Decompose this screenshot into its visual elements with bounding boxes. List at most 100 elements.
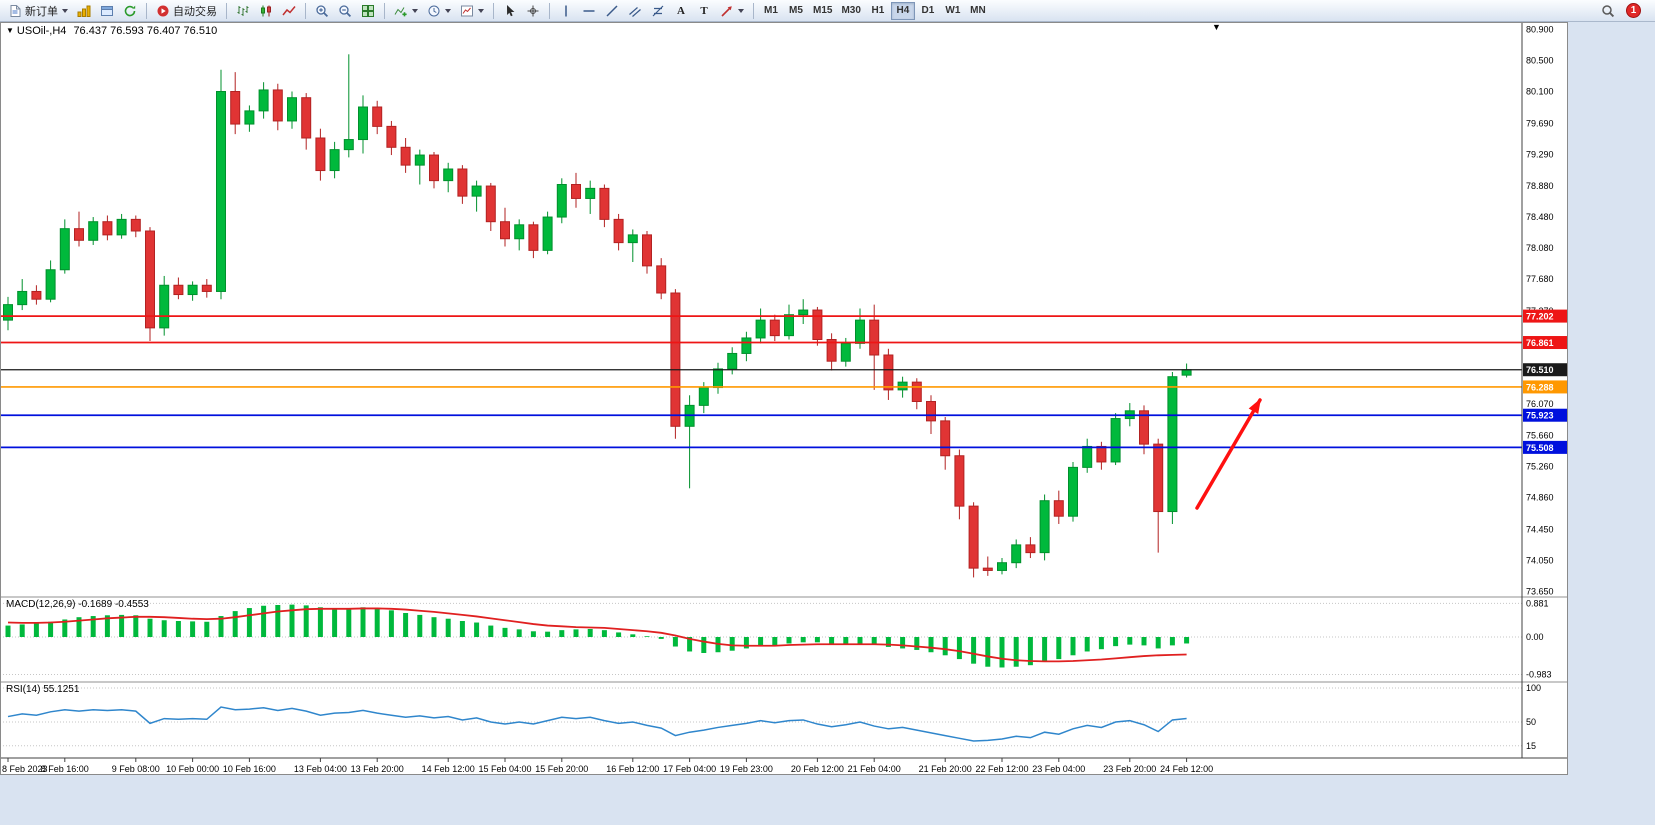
- svg-text:80.100: 80.100: [1526, 87, 1554, 97]
- bar-chart-button[interactable]: [232, 1, 254, 21]
- svg-text:19 Feb 23:00: 19 Feb 23:00: [720, 764, 773, 774]
- svg-text:17 Feb 04:00: 17 Feb 04:00: [663, 764, 716, 774]
- chevron-down-icon: [412, 8, 418, 13]
- notification-badge[interactable]: 1: [1626, 3, 1641, 18]
- line-chart-icon: [282, 5, 296, 15]
- zoom-out-button[interactable]: [334, 1, 356, 21]
- fibonacci-icon: [652, 5, 664, 16]
- timeframe-m15-button[interactable]: M15: [809, 2, 836, 20]
- svg-text:23 Feb 04:00: 23 Feb 04:00: [1032, 764, 1085, 774]
- timeframe-m5-button[interactable]: M5: [784, 2, 808, 20]
- data-window-icon: [101, 5, 113, 16]
- indicators-button[interactable]: [390, 1, 422, 21]
- svg-text:14 Feb 12:00: 14 Feb 12:00: [422, 764, 475, 774]
- timeframe-h1-button[interactable]: H1: [866, 2, 890, 20]
- svg-text:21 Feb 20:00: 21 Feb 20:00: [919, 764, 972, 774]
- svg-text:80.900: 80.900: [1526, 25, 1554, 35]
- svg-text:50: 50: [1526, 717, 1536, 727]
- channel-icon: [629, 6, 641, 17]
- text-tool-button[interactable]: A: [670, 1, 692, 21]
- svg-text:78.080: 78.080: [1526, 243, 1554, 253]
- shapes-button[interactable]: [716, 1, 748, 21]
- horizontal-line-button[interactable]: [578, 1, 600, 21]
- trend-arrow-annotation: [1195, 398, 1262, 510]
- horizontal-line-icon: [583, 9, 595, 12]
- toolbar-separator: [305, 2, 306, 19]
- line-chart-button[interactable]: [278, 1, 300, 21]
- toolbar-separator: [753, 2, 754, 19]
- svg-text:16 Feb 12:00: 16 Feb 12:00: [606, 764, 659, 774]
- chevron-down-icon: [62, 8, 68, 13]
- svg-text:0.881: 0.881: [1526, 598, 1549, 608]
- svg-text:79.690: 79.690: [1526, 118, 1554, 128]
- svg-text:15 Feb 20:00: 15 Feb 20:00: [535, 764, 588, 774]
- tile-windows-button[interactable]: [357, 1, 379, 21]
- svg-text:78.880: 78.880: [1526, 181, 1554, 191]
- search-button[interactable]: [1597, 1, 1619, 21]
- svg-text:76.510: 76.510: [1526, 365, 1554, 375]
- candlestick-chart-button[interactable]: [255, 1, 277, 21]
- svg-text:22 Feb 12:00: 22 Feb 12:00: [975, 764, 1028, 774]
- candlesticks: [3, 54, 1192, 578]
- svg-text:76.288: 76.288: [1526, 382, 1554, 392]
- svg-text:21 Feb 04:00: 21 Feb 04:00: [848, 764, 901, 774]
- toolbar-separator: [384, 2, 385, 19]
- svg-text:74.050: 74.050: [1526, 555, 1554, 565]
- vertical-line-button[interactable]: [555, 1, 577, 21]
- svg-text:13 Feb 04:00: 13 Feb 04:00: [294, 764, 347, 774]
- zoom-out-icon: [339, 4, 352, 17]
- data-window-button[interactable]: [96, 1, 118, 21]
- toolbar-separator: [549, 2, 550, 19]
- timeframe-w1-button[interactable]: W1: [941, 2, 965, 20]
- auto-trading-button[interactable]: 自动交易: [152, 1, 221, 21]
- tile-windows-icon: [362, 4, 374, 17]
- subpanel-scale-labels: 0.881 0.00 -0.983 100 50 15: [1526, 598, 1552, 750]
- bar-chart-icon: [237, 5, 249, 16]
- svg-text:78.480: 78.480: [1526, 212, 1554, 222]
- svg-text:13 Feb 20:00: 13 Feb 20:00: [351, 764, 404, 774]
- svg-text:-0.983: -0.983: [1526, 669, 1552, 679]
- indicators-icon: [394, 6, 407, 16]
- svg-text:0.00: 0.00: [1526, 632, 1544, 642]
- periods-button[interactable]: [423, 1, 455, 21]
- market-watch-icon: [77, 5, 91, 17]
- market-watch-button[interactable]: [73, 1, 95, 21]
- crosshair-button[interactable]: [522, 1, 544, 21]
- new-order-button[interactable]: 新订单: [4, 1, 72, 21]
- timeframe-m1-button[interactable]: M1: [759, 2, 783, 20]
- zoom-in-icon: [316, 4, 329, 17]
- svg-text:15 Feb 04:00: 15 Feb 04:00: [478, 764, 531, 774]
- svg-text:77.680: 77.680: [1526, 274, 1554, 284]
- zoom-in-button[interactable]: [311, 1, 333, 21]
- svg-text:10 Feb 16:00: 10 Feb 16:00: [223, 764, 276, 774]
- main-toolbar: 新订单 自动交易: [0, 0, 1655, 22]
- trendline-button[interactable]: [601, 1, 623, 21]
- fibonacci-button[interactable]: [647, 1, 669, 21]
- text-label-tool-button[interactable]: T: [693, 1, 715, 21]
- templates-button[interactable]: [456, 1, 488, 21]
- svg-text:23 Feb 20:00: 23 Feb 20:00: [1103, 764, 1156, 774]
- svg-text:100: 100: [1526, 683, 1541, 693]
- refresh-button[interactable]: [119, 1, 141, 21]
- arrow-shape-icon: [721, 5, 732, 17]
- new-order-label: 新订单: [25, 5, 58, 18]
- svg-text:8 Feb 2023: 8 Feb 2023: [2, 764, 48, 774]
- text-tool-label: A: [677, 4, 685, 17]
- new-order-icon: [10, 4, 21, 17]
- timeframe-m30-button[interactable]: M30: [837, 2, 864, 20]
- svg-text:74.450: 74.450: [1526, 524, 1554, 534]
- chart-window: 80.900 80.500 80.100 79.690 79.290 78.880 78.4…: [0, 22, 1568, 775]
- channel-button[interactable]: [624, 1, 646, 21]
- candlestick-chart-icon: [261, 5, 271, 16]
- chart-canvas[interactable]: 80.900 80.500 80.100 79.690 79.290 78.880 78.4…: [0, 22, 1568, 775]
- timeframe-h4-button[interactable]: H4: [890, 1, 915, 20]
- chevron-down-icon: [478, 8, 484, 13]
- toolbar-separator: [146, 2, 147, 19]
- svg-text:8 Feb 16:00: 8 Feb 16:00: [41, 764, 89, 774]
- timeframe-d1-button[interactable]: D1: [916, 2, 940, 20]
- timeframe-mn-button[interactable]: MN: [966, 2, 990, 20]
- macd-signal-line: [7, 607, 1187, 663]
- cursor-button[interactable]: [499, 1, 521, 21]
- refresh-icon: [124, 5, 136, 16]
